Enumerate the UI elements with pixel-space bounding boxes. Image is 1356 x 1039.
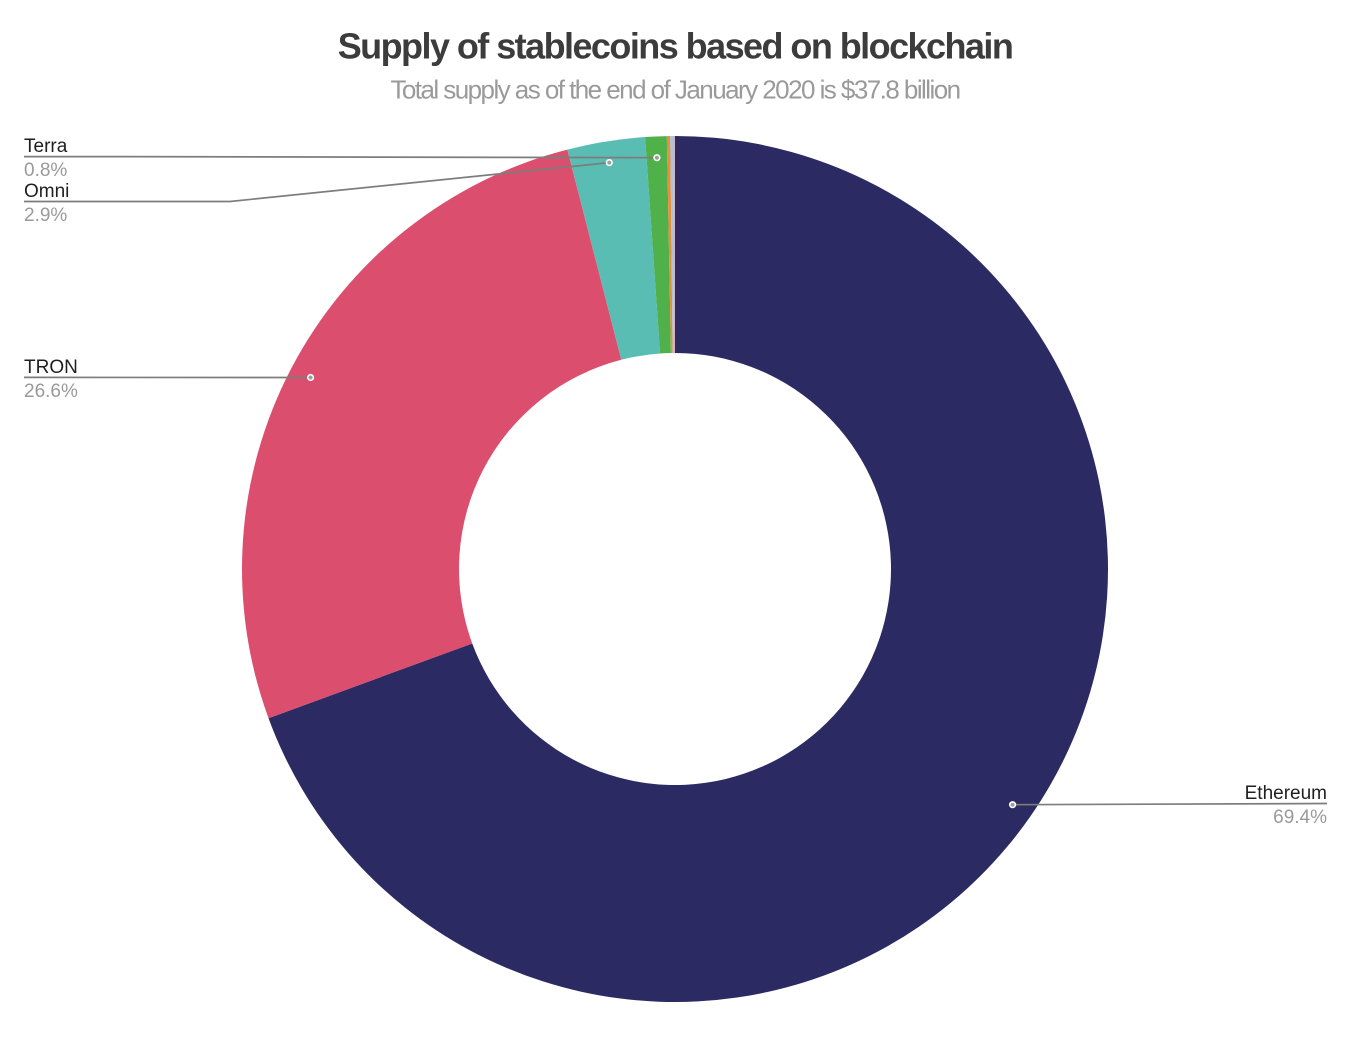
svg-text:Terra: Terra [24,136,68,157]
svg-text:26.6%: 26.6% [24,381,78,402]
svg-text:Supply of stablecoins based on: Supply of stablecoins based on blockchai… [338,26,1013,67]
svg-text:Ethereum: Ethereum [1245,783,1327,804]
svg-text:Total supply as of the end of: Total supply as of the end of January 20… [390,75,959,105]
svg-text:2.9%: 2.9% [24,205,67,226]
svg-text:Omni: Omni [24,181,69,202]
svg-text:0.8%: 0.8% [24,160,67,181]
svg-text:69.4%: 69.4% [1273,807,1327,828]
svg-text:TRON: TRON [24,357,78,378]
